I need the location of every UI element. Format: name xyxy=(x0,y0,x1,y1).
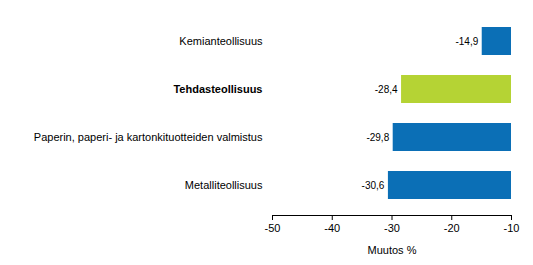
svg-text:-10: -10 xyxy=(504,222,520,234)
svg-text:Kemianteollisuus: Kemianteollisuus xyxy=(179,35,263,47)
svg-text:-40: -40 xyxy=(324,222,340,234)
svg-text:-14,9: -14,9 xyxy=(455,36,478,47)
svg-text:Muutos %: Muutos % xyxy=(368,244,417,256)
svg-text:-29,8: -29,8 xyxy=(366,132,389,143)
svg-text:Paperin, paperi- ja kartonkitu: Paperin, paperi- ja kartonkituotteiden v… xyxy=(34,131,263,143)
svg-text:-30,6: -30,6 xyxy=(362,180,385,191)
svg-text:-50: -50 xyxy=(265,222,281,234)
svg-text:-30: -30 xyxy=(384,222,400,234)
svg-text:-28,4: -28,4 xyxy=(375,84,398,95)
svg-text:-20: -20 xyxy=(444,222,460,234)
svg-text:Metalliteollisuus: Metalliteollisuus xyxy=(185,179,263,191)
svg-text:Tehdasteollisuus: Tehdasteollisuus xyxy=(173,83,262,95)
